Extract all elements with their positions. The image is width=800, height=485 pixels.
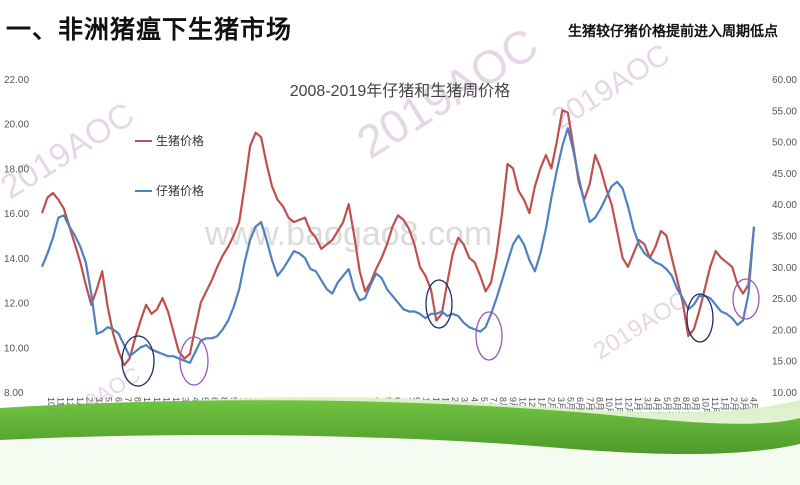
right-tick-label: 15.00: [772, 357, 797, 368]
legend-piglet-label: 仔猪价格: [156, 183, 204, 198]
right-tick-label: 60.00: [772, 75, 797, 86]
trough-circle-hog-3: [686, 293, 714, 343]
left-tick-label: 18.00: [4, 164, 29, 175]
left-axis: 8.00 10.00 12.00 14.00 16.00 18.00 20.00 22.00: [4, 75, 29, 399]
watermark-text: 2019AOC: [589, 286, 693, 365]
trough-circle-hog-2: [425, 279, 453, 329]
watermark-text: 2019AOC: [0, 95, 141, 206]
right-axis: 10.00 15.00 20.00 25.00 30.00 35.00 40.00 45.00…: [772, 75, 797, 399]
chart-title: 2008-2019年仔猪和生猪周价格: [290, 82, 511, 100]
right-tick-label: 45.00: [772, 169, 797, 180]
trough-circle-piglet-1: [179, 336, 209, 386]
left-tick-label: 14.00: [4, 254, 29, 265]
green-wave-decoration: [0, 397, 800, 485]
hog-price-line: [40, 109, 756, 367]
legend: 生猪价格 仔猪价格: [135, 133, 204, 198]
slide-subtitle: 生猪较仔猪价格提前进入周期低点: [568, 24, 778, 40]
watermark-text: 2019AOC: [546, 38, 675, 136]
legend-hog-label: 生猪价格: [156, 133, 204, 148]
left-tick-label: 20.00: [4, 120, 29, 131]
slide-title: 一、非洲猪瘟下生猪市场: [6, 15, 293, 44]
right-tick-label: 35.00: [772, 232, 797, 243]
right-tick-label: 25.00: [772, 294, 797, 305]
left-tick-label: 8.00: [4, 388, 24, 399]
right-tick-label: 50.00: [772, 138, 797, 149]
trough-circle-hog-1: [121, 335, 155, 387]
right-tick-label: 20.00: [772, 325, 797, 336]
right-tick-label: 10.00: [772, 388, 797, 399]
trough-circle-piglet-3: [732, 278, 760, 320]
left-tick-label: 16.00: [4, 209, 29, 220]
left-tick-label: 22.00: [4, 75, 29, 86]
series-layer: [40, 109, 756, 367]
right-tick-label: 55.00: [772, 106, 797, 117]
right-tick-label: 40.00: [772, 200, 797, 211]
left-tick-label: 12.00: [4, 299, 29, 310]
right-tick-label: 30.00: [772, 263, 797, 274]
trough-circle-piglet-2: [475, 311, 503, 361]
piglet-price-line: [40, 127, 756, 364]
trough-circles: [121, 278, 760, 387]
left-tick-label: 10.00: [4, 343, 29, 354]
